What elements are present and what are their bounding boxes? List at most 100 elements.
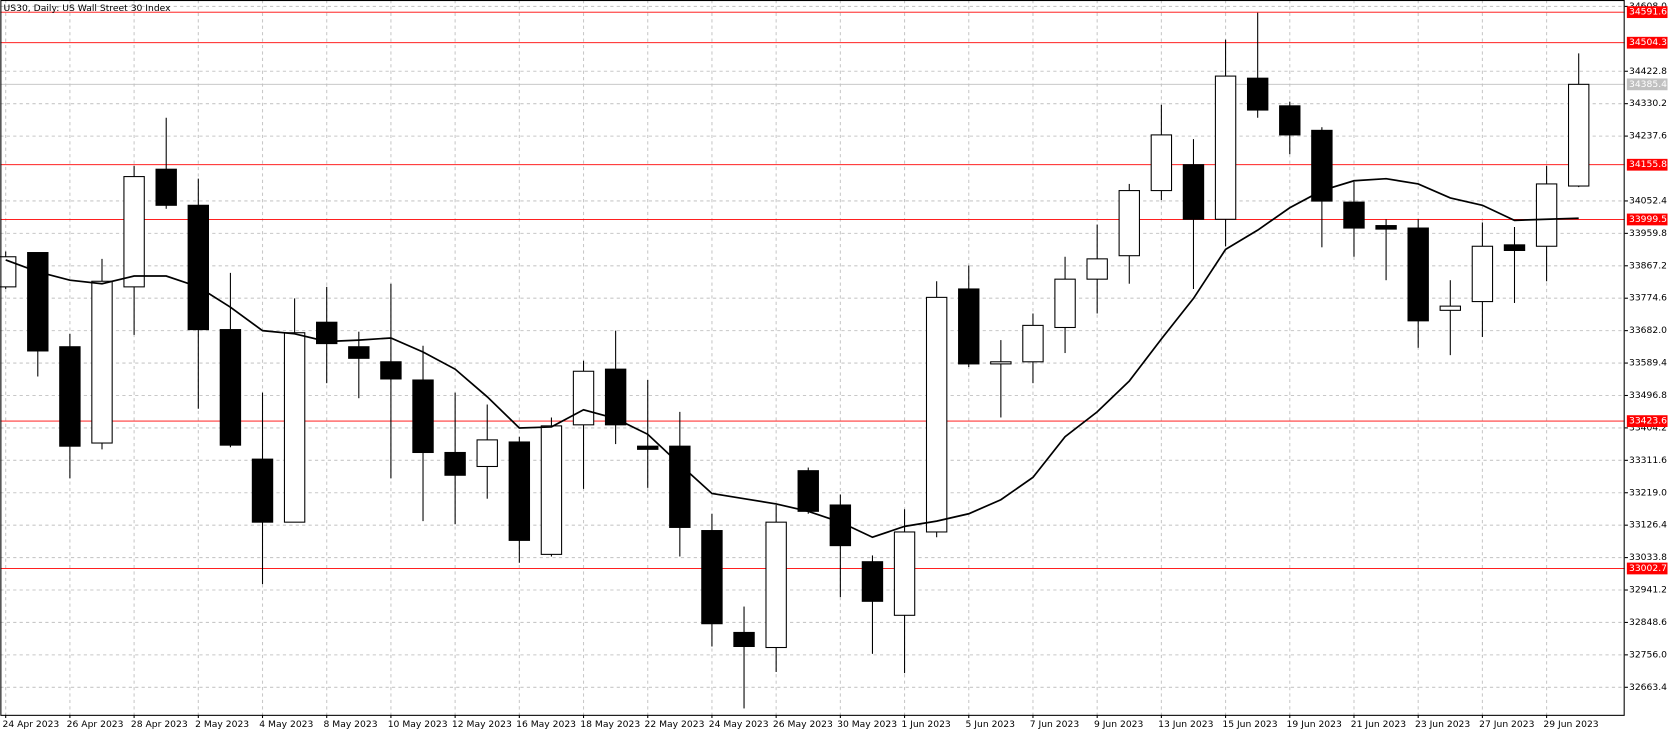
level-label: 33002.7 (1629, 563, 1667, 574)
x-tick-label: 16 May 2023 (516, 719, 576, 730)
x-tick-label: 7 Jun 2023 (1030, 719, 1080, 730)
candle-body (59, 346, 81, 447)
candle-body (572, 370, 595, 426)
candle-body (1118, 190, 1140, 257)
plot (0, 11, 1625, 709)
candle-body (1246, 77, 1269, 111)
current-price-label: 34385.4 (1629, 79, 1667, 90)
y-tick-label: 33867.2 (1629, 260, 1667, 271)
candle-body (1568, 83, 1590, 187)
y-tick-label: 34237.6 (1629, 131, 1667, 142)
x-tick-label: 21 Jun 2023 (1351, 719, 1406, 730)
y-tick-label: 33589.4 (1629, 358, 1667, 369)
x-tick-label: 22 May 2023 (645, 719, 705, 730)
candle-body (1182, 164, 1205, 220)
candle-body (669, 445, 691, 528)
candle-body (444, 451, 466, 476)
candle-body (925, 296, 948, 533)
level-label-bg (1626, 36, 1668, 49)
candle-body (701, 530, 723, 625)
level-label-bg (1626, 158, 1668, 171)
x-tick-label: 24 May 2023 (709, 719, 769, 730)
candle-body (348, 346, 370, 359)
candle-body (1311, 129, 1333, 202)
candle-body (540, 425, 563, 555)
candle-body (1279, 105, 1301, 136)
x-tick-label: 28 Apr 2023 (131, 719, 188, 730)
candle-body (637, 445, 659, 450)
level-label: 34591.6 (1629, 7, 1667, 18)
candle-body (1375, 225, 1397, 230)
plot-border (0, 0, 1625, 716)
x-tick-label: 15 Jun 2023 (1222, 719, 1277, 730)
candle-body (829, 504, 852, 547)
y-tick-label: 33496.8 (1629, 390, 1667, 401)
x-tick-label: 10 May 2023 (388, 719, 448, 730)
candle-body (1503, 244, 1526, 251)
x-tick-label: 5 Jun 2023 (966, 719, 1016, 730)
candle-body (958, 288, 980, 365)
x-tick-label: 23 Jun 2023 (1415, 719, 1470, 730)
moving-average (5, 177, 1579, 539)
y-tick-label: 32848.6 (1629, 617, 1667, 628)
x-tick-label: 26 May 2023 (773, 719, 833, 730)
x-tick-label: 2 May 2023 (195, 719, 249, 730)
y-tick-label: 32663.4 (1629, 682, 1667, 693)
y-tick-label: 33404.2 (1629, 422, 1667, 433)
candle-body (316, 321, 338, 345)
candle-body (733, 631, 755, 647)
candle-body (1022, 324, 1044, 363)
level-label-bg (1626, 415, 1668, 427)
x-tick-label: 13 Jun 2023 (1158, 719, 1213, 730)
candle-body (91, 280, 113, 444)
level-label-bg (1626, 562, 1668, 575)
candle-body (1054, 278, 1076, 329)
x-tick-label: 26 Apr 2023 (67, 719, 124, 730)
candle-body (508, 441, 531, 541)
x-tick-label: 8 May 2023 (324, 719, 378, 730)
level-label: 34155.8 (1629, 159, 1667, 170)
candle-body (1150, 134, 1173, 192)
candle-body (380, 361, 402, 380)
y-tick-label: 33682.0 (1629, 325, 1667, 336)
x-tick-label: 29 Jun 2023 (1543, 719, 1598, 730)
candle-body (861, 561, 884, 602)
candle-body (990, 361, 1012, 365)
candle-body (1407, 227, 1429, 322)
y-tick-label: 33033.8 (1629, 552, 1667, 563)
candle-body (251, 458, 274, 523)
candle-body (155, 168, 177, 206)
chart-title: US30, Daily: US Wall Street 30 Index (4, 3, 172, 14)
y-tick-label: 33126.4 (1629, 520, 1667, 531)
candle-body (604, 368, 627, 426)
candle-body (0, 256, 17, 288)
level-label: 33999.5 (1629, 214, 1667, 225)
level-label: 34504.3 (1629, 37, 1667, 48)
x-tick-label: 30 May 2023 (837, 719, 897, 730)
candle-body (1535, 183, 1558, 247)
candle-body (1439, 305, 1461, 311)
level-label-bg (1626, 6, 1668, 19)
candle-body (1343, 201, 1365, 229)
y-tick-label: 34330.2 (1629, 98, 1667, 109)
current-price-bg (1626, 78, 1668, 91)
candle-body (1086, 258, 1108, 280)
candle-body (219, 329, 242, 446)
candle-body (476, 439, 498, 468)
candle-body (187, 204, 210, 331)
candle-body (27, 252, 49, 352)
candle-body (123, 176, 145, 288)
x-tick-label: 1 Jun 2023 (901, 719, 951, 730)
y-tick-label: 33774.6 (1629, 293, 1667, 304)
x-tick-label: 27 Jun 2023 (1479, 719, 1534, 730)
x-tick-label: 4 May 2023 (259, 719, 313, 730)
x-tick-label: 19 Jun 2023 (1287, 719, 1342, 730)
level-label: 33423.6 (1629, 416, 1667, 427)
y-tick-label: 32941.2 (1629, 585, 1667, 596)
candle-body (893, 531, 916, 616)
candle-body (412, 379, 434, 454)
level-label-bg (1626, 213, 1668, 226)
x-tick-label: 18 May 2023 (580, 719, 640, 730)
